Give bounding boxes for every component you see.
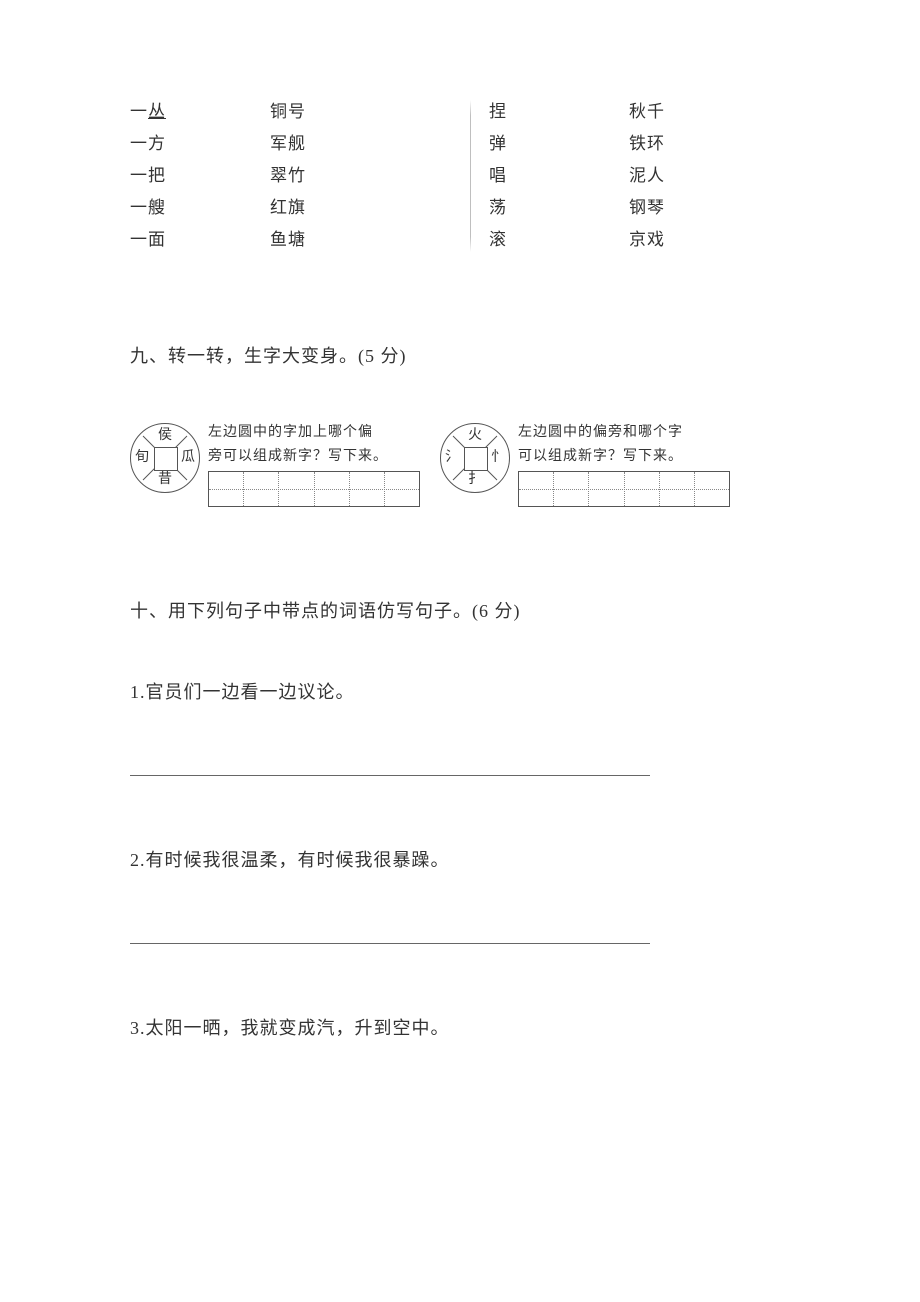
- coin-char-left: 氵: [445, 451, 459, 465]
- hint-line: 旁可以组成新字？写下来。: [208, 447, 420, 467]
- word-cell: 捏: [489, 100, 629, 124]
- word-cell: 铜号: [270, 100, 470, 124]
- q10-s2: 2.有时候我很温柔，有时候我很暴躁。: [130, 846, 790, 872]
- word-cell: 京戏: [629, 228, 749, 252]
- coin-char-top: 火: [468, 429, 482, 443]
- word-cell: 钢琴: [629, 196, 749, 220]
- hint-line: 可以组成新字？写下来。: [518, 447, 730, 467]
- word-cell: 铁环: [629, 132, 749, 156]
- word-col-3: 捏 弹 唱 荡 滚: [489, 100, 629, 252]
- word-col-1: 一丛 一方 一把 一艘 一面: [130, 100, 270, 252]
- word-cell: 一丛: [130, 100, 270, 124]
- word-cell: 一方: [130, 132, 270, 156]
- word-matching-table: 一丛 一方 一把 一艘 一面 铜号 军舰 翠竹 红旗 鱼塘 捏 弹 唱 荡 滚 …: [130, 100, 790, 252]
- q9-right-block: 火 扌 氵 忄 左边圆中的偏旁和哪个字 可以组成新字？写下来。: [440, 423, 730, 507]
- q10-s3: 3.太阳一晒，我就变成汽，升到空中。: [130, 1014, 790, 1040]
- word-col-4: 秋千 铁环 泥人 钢琴 京戏: [629, 100, 749, 252]
- coin-char-bottom: 昔: [158, 473, 172, 487]
- answer-grid[interactable]: [518, 471, 730, 507]
- q9-heading: 九、转一转，生字大变身。(5 分): [130, 342, 790, 368]
- q9-left-block: 侯 昔 旬 瓜 左边圆中的字加上哪个偏 旁可以组成新字？写下来。: [130, 423, 420, 507]
- hint-line: 左边圆中的字加上哪个偏: [208, 423, 420, 443]
- coin-diagram-left: 侯 昔 旬 瓜: [130, 423, 200, 493]
- coin-char-left: 旬: [135, 451, 149, 465]
- word-cell: 弹: [489, 132, 629, 156]
- coin-diagram-right: 火 扌 氵 忄: [440, 423, 510, 493]
- word-cell: 泥人: [629, 164, 749, 188]
- vertical-divider: [470, 100, 471, 252]
- answer-blank-line[interactable]: [130, 774, 650, 776]
- underlined-char: 丛: [148, 102, 166, 121]
- word-cell: 荡: [489, 196, 629, 220]
- coin-char-right: 忄: [491, 451, 505, 465]
- word-cell: 唱: [489, 164, 629, 188]
- word-col-2: 铜号 军舰 翠竹 红旗 鱼塘: [270, 100, 470, 252]
- hint-line: 左边圆中的偏旁和哪个字: [518, 423, 730, 443]
- word-cell: 鱼塘: [270, 228, 470, 252]
- word-cell: 军舰: [270, 132, 470, 156]
- word-cell: 一艘: [130, 196, 270, 220]
- coin-char-bottom: 扌: [468, 473, 482, 487]
- word-cell: 翠竹: [270, 164, 470, 188]
- word-cell: 一把: [130, 164, 270, 188]
- q10-s1: 1.官员们一边看一边议论。: [130, 678, 790, 704]
- answer-grid[interactable]: [208, 471, 420, 507]
- q9-diagram-row: 侯 昔 旬 瓜 左边圆中的字加上哪个偏 旁可以组成新字？写下来。: [130, 423, 790, 507]
- coin-char-top: 侯: [158, 429, 172, 443]
- q10-heading: 十、用下列句子中带点的词语仿写句子。(6 分): [130, 597, 790, 623]
- answer-blank-line[interactable]: [130, 942, 650, 944]
- word-cell: 秋千: [629, 100, 749, 124]
- word-cell: 一面: [130, 228, 270, 252]
- word-cell: 红旗: [270, 196, 470, 220]
- coin-char-right: 瓜: [181, 451, 195, 465]
- word-cell: 滚: [489, 228, 629, 252]
